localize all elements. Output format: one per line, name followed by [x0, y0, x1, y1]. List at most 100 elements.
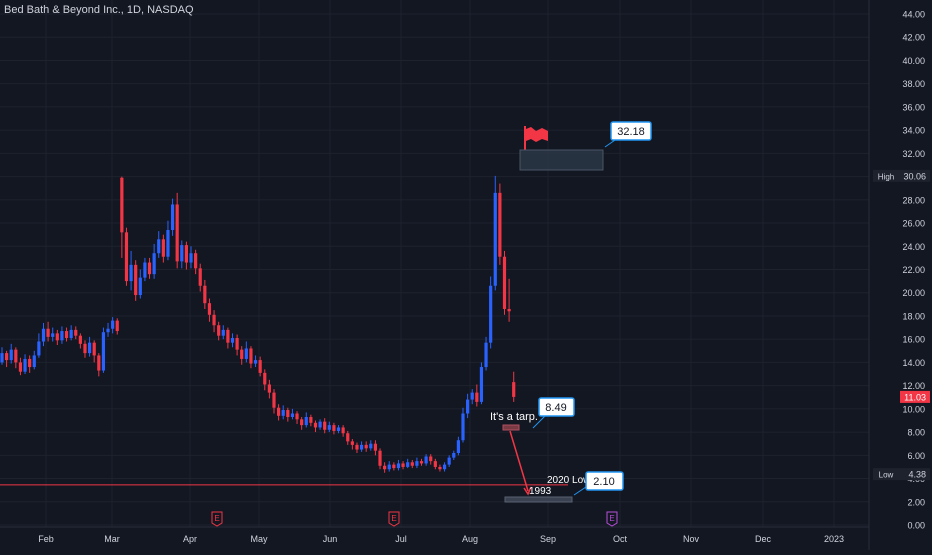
x-tick-label: May — [250, 534, 268, 544]
candle — [0, 347, 4, 365]
y-tick-label: 8.00 — [907, 428, 925, 438]
candle — [461, 407, 465, 443]
candle-body — [484, 342, 488, 368]
price-tag-value: 11.03 — [904, 392, 926, 402]
x-tick-label: Jul — [395, 534, 407, 544]
y-tick-label: 40.00 — [902, 56, 925, 66]
candle-body — [267, 384, 271, 393]
candle-body — [272, 392, 276, 408]
candle-body — [258, 360, 262, 373]
y-tick-label: 20.00 — [902, 288, 925, 298]
candle-body — [134, 264, 138, 296]
candle — [78, 333, 82, 349]
x-tick-label: Mar — [104, 534, 120, 544]
low-2020-label: 2020 Low — [547, 475, 591, 486]
candle-body — [41, 328, 46, 342]
candle — [318, 419, 322, 430]
x-tick-label: Nov — [683, 534, 700, 544]
candle-body — [87, 342, 92, 354]
callout-8-text: 8.49 — [545, 402, 566, 414]
candle-body — [470, 392, 474, 400]
earnings-marker-icon[interactable]: E — [211, 511, 223, 527]
price-axis: 44.0042.0040.0038.0036.0034.0032.0030.00… — [902, 10, 925, 531]
candle-body — [433, 461, 437, 467]
candle-body — [253, 360, 258, 364]
candle — [111, 317, 115, 334]
candle — [14, 347, 18, 369]
callout-2-text: 2.10 — [593, 476, 614, 488]
candle-body — [226, 329, 230, 343]
x-tick-label: Aug — [462, 534, 478, 544]
flag-icon[interactable] — [524, 126, 548, 150]
candle — [364, 441, 368, 452]
candles — [0, 175, 516, 473]
candle-body — [313, 422, 318, 428]
y-tick-label: 24.00 — [902, 242, 925, 252]
tarp-box[interactable] — [502, 424, 520, 431]
candle — [396, 459, 401, 471]
candle-body — [180, 245, 184, 262]
candle-body — [244, 348, 248, 359]
candle-body — [18, 362, 23, 372]
candle — [235, 334, 239, 356]
candle — [272, 389, 276, 414]
callout-2[interactable]: 2.10 — [573, 471, 624, 496]
candle — [267, 379, 271, 399]
target-box[interactable] — [519, 149, 604, 171]
candle — [498, 183, 502, 265]
candle-body — [189, 253, 193, 263]
callout-32[interactable]: 32.18 — [604, 121, 652, 148]
candle-body — [37, 341, 41, 356]
tarp-arrow[interactable] — [509, 430, 529, 492]
candle-body — [415, 461, 419, 466]
candle-body — [323, 421, 327, 430]
price-tag-value: 30.06 — [903, 171, 926, 181]
y-tick-label: 38.00 — [902, 79, 925, 89]
candle-body — [249, 348, 253, 364]
candle — [41, 322, 46, 347]
candle — [175, 192, 179, 269]
candle — [387, 461, 391, 472]
candle-body — [364, 444, 368, 449]
candle-body — [424, 456, 428, 464]
candle-body — [263, 372, 267, 385]
candle-body — [230, 338, 235, 343]
price-tag-bg — [900, 169, 930, 182]
candle — [147, 257, 152, 279]
candle-body — [152, 253, 156, 275]
y-tick-label: 10.00 — [902, 404, 925, 414]
tarp-label: It's a tarp. — [490, 411, 538, 423]
candle — [373, 440, 378, 456]
earnings-marker-icon[interactable]: E — [388, 511, 400, 527]
candle — [60, 326, 64, 344]
candle — [170, 198, 175, 236]
candle — [512, 371, 516, 402]
candle-body — [493, 192, 497, 286]
candle — [203, 279, 207, 309]
callout-8[interactable]: 8.49 — [532, 397, 575, 429]
low-box[interactable] — [504, 496, 573, 503]
candle — [92, 340, 96, 363]
candle-body — [115, 320, 119, 332]
candle — [166, 220, 170, 261]
candle — [134, 260, 138, 301]
candle-body — [5, 353, 9, 361]
candle-body — [69, 329, 73, 339]
candle-body — [97, 355, 101, 371]
y-tick-label: 0.00 — [907, 521, 925, 531]
chart-title: Bed Bath & Beyond Inc., 1D, NASDAQ — [4, 4, 194, 16]
y-tick-label: 6.00 — [907, 451, 925, 461]
candle-body — [9, 349, 13, 361]
candle — [212, 310, 216, 333]
year-1993-label: 1993 — [529, 486, 552, 497]
earnings-marker-icon[interactable]: E — [606, 511, 618, 527]
candle-body — [410, 462, 414, 466]
candle-body — [489, 285, 493, 343]
candle-body — [217, 325, 221, 336]
candle — [138, 269, 142, 299]
candle — [18, 357, 23, 376]
candle — [424, 454, 428, 466]
candle — [341, 425, 345, 437]
